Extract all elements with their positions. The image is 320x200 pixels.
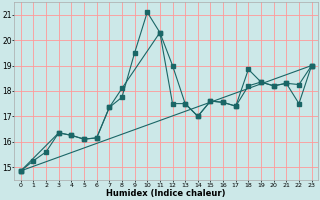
- X-axis label: Humidex (Indice chaleur): Humidex (Indice chaleur): [107, 189, 226, 198]
